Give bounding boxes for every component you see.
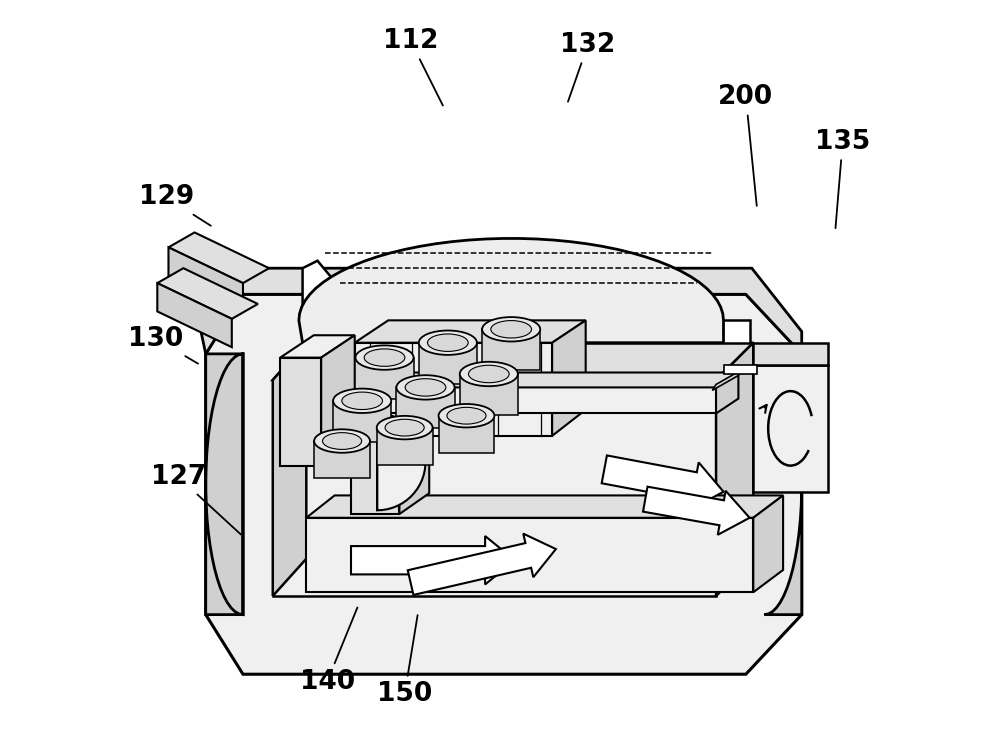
Ellipse shape xyxy=(314,429,370,453)
Polygon shape xyxy=(201,268,802,354)
Polygon shape xyxy=(460,374,518,415)
Polygon shape xyxy=(355,358,414,399)
Ellipse shape xyxy=(323,433,362,449)
Text: 150: 150 xyxy=(377,615,432,707)
Polygon shape xyxy=(764,354,802,615)
Polygon shape xyxy=(716,343,753,596)
Polygon shape xyxy=(206,354,243,615)
Polygon shape xyxy=(206,294,802,674)
Polygon shape xyxy=(157,283,232,347)
Polygon shape xyxy=(321,335,355,466)
Polygon shape xyxy=(303,261,336,343)
Polygon shape xyxy=(753,365,828,492)
Polygon shape xyxy=(753,495,783,592)
Ellipse shape xyxy=(355,346,414,370)
Ellipse shape xyxy=(482,317,540,341)
Polygon shape xyxy=(602,455,724,510)
Ellipse shape xyxy=(428,334,468,352)
Polygon shape xyxy=(712,370,742,390)
Polygon shape xyxy=(724,365,757,374)
Polygon shape xyxy=(314,441,370,478)
Ellipse shape xyxy=(333,389,391,413)
Ellipse shape xyxy=(419,331,477,355)
Text: 140: 140 xyxy=(300,607,357,694)
Polygon shape xyxy=(168,232,269,283)
Polygon shape xyxy=(408,533,556,595)
Polygon shape xyxy=(273,380,716,596)
Polygon shape xyxy=(355,343,552,436)
Polygon shape xyxy=(716,372,738,413)
Ellipse shape xyxy=(405,378,446,396)
Ellipse shape xyxy=(385,419,424,436)
Text: 200: 200 xyxy=(718,84,773,206)
Polygon shape xyxy=(753,343,828,365)
Text: 127: 127 xyxy=(151,464,241,534)
Polygon shape xyxy=(157,268,258,319)
Text: 130: 130 xyxy=(128,326,198,364)
Ellipse shape xyxy=(439,404,494,428)
Polygon shape xyxy=(439,416,494,453)
Ellipse shape xyxy=(377,416,433,440)
Polygon shape xyxy=(273,343,753,380)
Polygon shape xyxy=(351,425,399,514)
Text: 132: 132 xyxy=(560,32,616,101)
Polygon shape xyxy=(273,343,306,596)
Polygon shape xyxy=(299,238,724,343)
Polygon shape xyxy=(303,320,750,343)
Polygon shape xyxy=(643,486,750,535)
Ellipse shape xyxy=(364,349,405,367)
Polygon shape xyxy=(399,406,429,514)
Polygon shape xyxy=(482,329,540,370)
Polygon shape xyxy=(168,247,243,311)
Polygon shape xyxy=(396,387,455,428)
Polygon shape xyxy=(306,518,753,592)
Polygon shape xyxy=(377,428,433,465)
Polygon shape xyxy=(306,495,783,518)
Polygon shape xyxy=(377,413,425,510)
Polygon shape xyxy=(333,401,391,442)
Ellipse shape xyxy=(460,362,518,386)
Polygon shape xyxy=(377,372,738,387)
Ellipse shape xyxy=(342,392,383,410)
Polygon shape xyxy=(355,320,586,343)
Polygon shape xyxy=(377,387,716,413)
Polygon shape xyxy=(351,536,515,584)
Polygon shape xyxy=(280,335,355,358)
Text: 129: 129 xyxy=(139,185,211,226)
Polygon shape xyxy=(351,406,429,425)
Polygon shape xyxy=(419,343,477,384)
Text: 112: 112 xyxy=(383,28,443,106)
Polygon shape xyxy=(280,358,321,466)
Ellipse shape xyxy=(447,408,486,424)
Ellipse shape xyxy=(491,320,532,338)
Text: 135: 135 xyxy=(815,129,870,228)
Ellipse shape xyxy=(468,365,509,383)
Ellipse shape xyxy=(396,375,455,399)
Polygon shape xyxy=(552,320,586,436)
